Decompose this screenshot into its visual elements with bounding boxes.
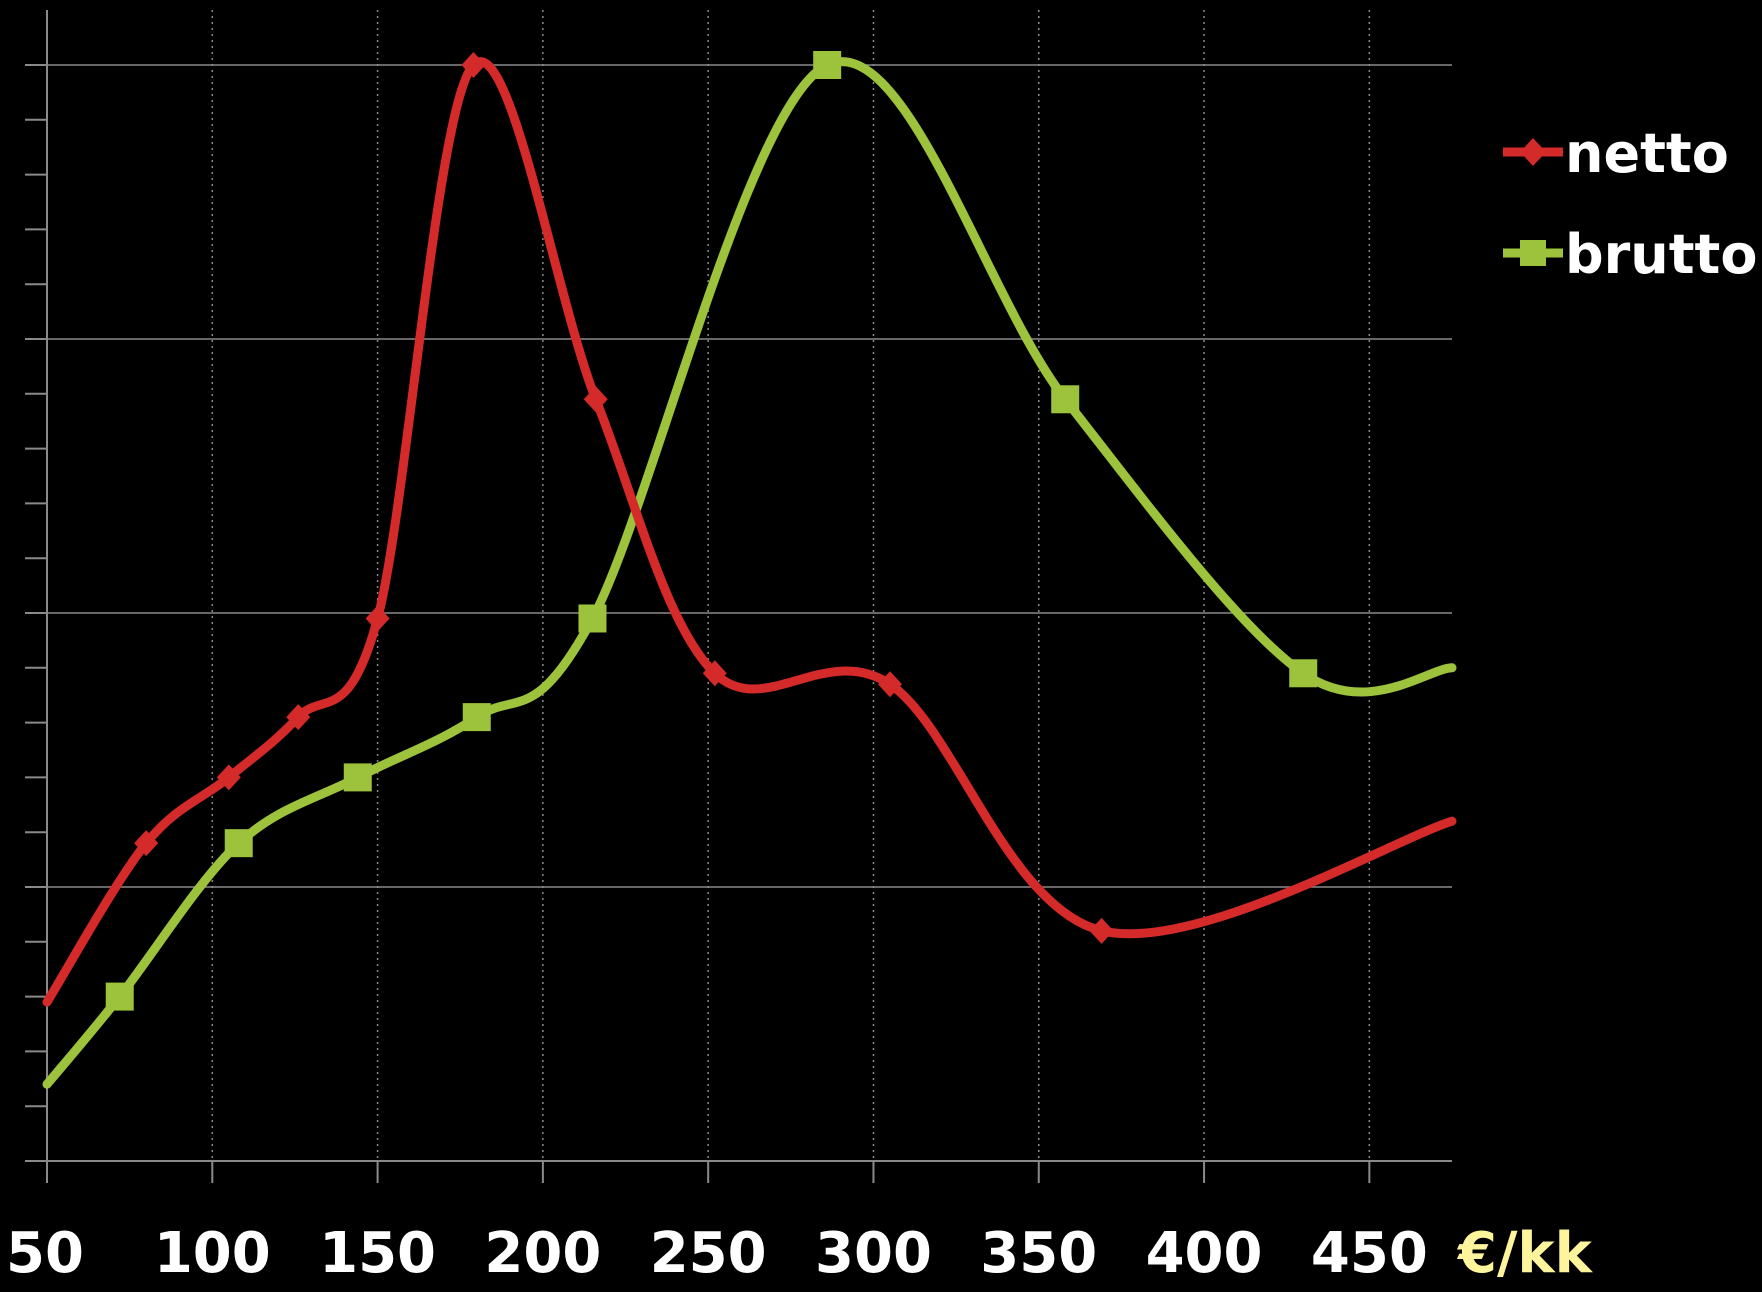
marker-netto [216, 764, 241, 791]
legend-marker-netto [1520, 138, 1546, 166]
x-tick-label-100: 100 [154, 1221, 271, 1286]
marker-netto [134, 830, 159, 857]
x-tick-label-200: 200 [484, 1221, 601, 1286]
marker-netto [702, 660, 727, 687]
marker-netto [461, 52, 486, 78]
x-tick-labels: 50 100 150 200 250 300 350 400 450 [6, 1221, 1428, 1286]
marker-netto [1089, 917, 1114, 944]
marker-brutto [462, 703, 491, 732]
legend: netto brutto [1503, 122, 1757, 286]
legend-item-netto: netto [1503, 122, 1729, 185]
marker-netto [878, 671, 902, 698]
series-line-netto [42, 57, 1457, 1007]
marker-netto [583, 386, 608, 413]
x-tick-label-50: 50 [6, 1221, 84, 1286]
legend-marker-brutto [1520, 240, 1546, 266]
axes [25, 10, 1452, 1183]
legend-item-brutto: brutto [1503, 223, 1757, 286]
x-tick-label-250: 250 [650, 1221, 767, 1286]
x-tick-label-400: 400 [1146, 1221, 1263, 1286]
series-lines [42, 57, 1457, 1089]
marker-brutto [813, 51, 842, 79]
legend-label-netto: netto [1565, 122, 1729, 185]
marker-netto [286, 704, 311, 731]
legend-label-brutto: brutto [1565, 223, 1757, 286]
marker-brutto [1289, 659, 1318, 688]
x-tick-label-450: 450 [1311, 1221, 1428, 1286]
gridlines [47, 10, 1452, 1161]
x-tick-label-150: 150 [319, 1221, 436, 1286]
x-tick-label-350: 350 [980, 1221, 1097, 1286]
marker-brutto [105, 982, 134, 1011]
marker-brutto [1051, 385, 1080, 414]
marker-brutto [343, 763, 372, 792]
marker-brutto [224, 829, 253, 858]
series-markers [105, 51, 1318, 1011]
x-axis-unit-label: €/kk [1456, 1221, 1594, 1286]
series-line-brutto [42, 57, 1457, 1089]
marker-brutto [578, 604, 607, 633]
marker-netto [365, 605, 390, 632]
x-tick-label-300: 300 [815, 1221, 932, 1286]
